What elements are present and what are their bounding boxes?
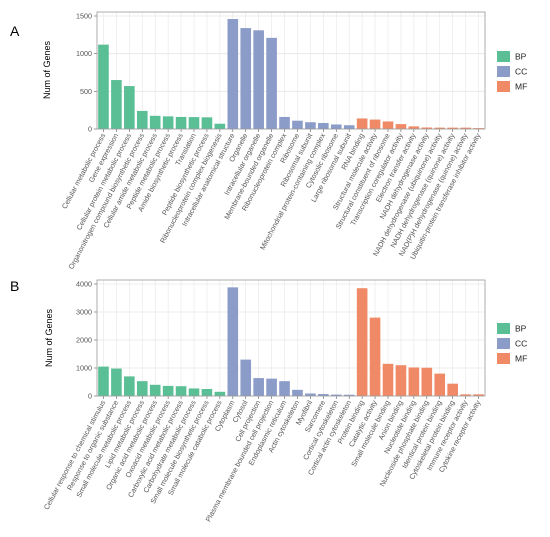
bar bbox=[266, 378, 277, 396]
bar bbox=[188, 388, 200, 396]
bar bbox=[175, 386, 187, 396]
legend-label: MF bbox=[515, 354, 527, 364]
legend-label: BP bbox=[515, 324, 527, 334]
bar bbox=[292, 389, 303, 396]
bar bbox=[149, 384, 161, 396]
bar bbox=[201, 389, 213, 396]
y-tick-label: 3000 bbox=[76, 308, 92, 317]
bar bbox=[318, 122, 329, 129]
y-tick-label: 500 bbox=[80, 87, 92, 96]
bar bbox=[408, 367, 420, 396]
plot-frame bbox=[96, 279, 486, 397]
bar bbox=[214, 123, 226, 129]
bar bbox=[136, 381, 148, 396]
legend: BP CC MF bbox=[497, 323, 527, 364]
bar bbox=[136, 110, 148, 129]
bar bbox=[279, 381, 290, 396]
bar bbox=[369, 317, 381, 396]
bar bbox=[292, 120, 303, 129]
bar bbox=[330, 124, 342, 129]
y-tick-label: 0 bbox=[88, 392, 92, 401]
bar bbox=[473, 394, 484, 396]
bar bbox=[253, 30, 264, 130]
bar bbox=[421, 127, 433, 129]
bar bbox=[421, 367, 433, 396]
y-axis-label: Num of Genes bbox=[44, 308, 54, 367]
bar bbox=[434, 373, 446, 396]
bar bbox=[356, 118, 368, 129]
legend-label: CC bbox=[515, 339, 527, 349]
y-tick-label: 0 bbox=[88, 125, 92, 134]
bar bbox=[382, 121, 394, 129]
bar bbox=[124, 376, 135, 396]
bar bbox=[162, 385, 174, 396]
bar bbox=[214, 391, 226, 396]
bar bbox=[240, 359, 252, 396]
bar bbox=[305, 393, 316, 396]
panel-label: B bbox=[10, 278, 19, 294]
legend-swatch bbox=[497, 353, 510, 364]
legend-label: MF bbox=[515, 82, 527, 92]
bar bbox=[447, 127, 458, 129]
bar bbox=[240, 28, 252, 130]
bar bbox=[460, 127, 471, 129]
bar bbox=[473, 128, 484, 129]
legend-swatch bbox=[497, 323, 510, 334]
bar bbox=[111, 368, 122, 396]
y-tick-label: 1000 bbox=[76, 364, 92, 373]
panel-label: A bbox=[10, 23, 20, 39]
legend: BP CC MF bbox=[497, 51, 527, 92]
bar bbox=[227, 287, 239, 396]
bar bbox=[253, 378, 264, 396]
bar bbox=[124, 86, 135, 129]
plot-frame bbox=[96, 11, 486, 130]
bar bbox=[227, 19, 239, 129]
bar bbox=[330, 394, 342, 396]
bar bbox=[149, 115, 161, 129]
bar bbox=[318, 394, 329, 396]
bar bbox=[175, 116, 187, 129]
bar bbox=[434, 127, 446, 129]
bar bbox=[395, 365, 407, 396]
bar bbox=[279, 116, 290, 129]
bar bbox=[162, 116, 174, 129]
bar bbox=[356, 288, 368, 396]
y-tick-label: 1500 bbox=[76, 12, 92, 21]
bar bbox=[188, 117, 200, 129]
bar bbox=[201, 117, 213, 129]
y-tick-label: 1000 bbox=[76, 49, 92, 58]
bar bbox=[460, 394, 471, 396]
legend-swatch bbox=[497, 81, 510, 92]
legend-swatch bbox=[497, 66, 510, 77]
legend-label: CC bbox=[515, 67, 527, 77]
bar bbox=[408, 126, 420, 129]
y-axis-label: Num of Genes bbox=[42, 40, 52, 99]
bar bbox=[447, 383, 458, 396]
bar bbox=[369, 119, 381, 129]
legend-label: BP bbox=[515, 52, 527, 62]
bar bbox=[395, 124, 407, 129]
y-tick-label: 4000 bbox=[76, 280, 92, 289]
bar bbox=[305, 122, 316, 129]
bar bbox=[98, 44, 109, 130]
bar bbox=[266, 37, 277, 130]
y-tick-label: 2000 bbox=[76, 336, 92, 345]
bar bbox=[111, 80, 122, 129]
bar bbox=[343, 125, 355, 129]
bar bbox=[98, 366, 109, 396]
bar bbox=[343, 394, 355, 396]
legend-swatch bbox=[497, 338, 510, 349]
bar bbox=[382, 363, 394, 396]
legend-swatch bbox=[497, 51, 510, 62]
